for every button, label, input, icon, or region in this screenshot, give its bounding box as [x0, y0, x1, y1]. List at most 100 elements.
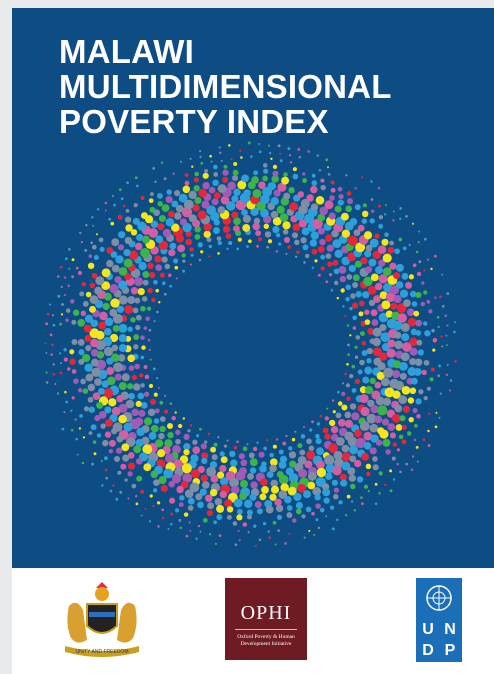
dot: [148, 432, 157, 440]
dot: [259, 464, 267, 473]
dot: [292, 173, 299, 180]
dot: [156, 501, 161, 505]
dot: [392, 390, 401, 399]
dot: [266, 471, 274, 479]
dot: [426, 299, 431, 304]
dot: [213, 164, 218, 170]
dot: [256, 508, 263, 515]
dot: [361, 502, 364, 505]
dot: [295, 501, 303, 510]
dot: [96, 401, 104, 409]
dot: [127, 462, 136, 470]
dot: [409, 337, 418, 347]
dot: [155, 235, 164, 244]
dot: [71, 339, 78, 345]
dot: [73, 378, 79, 384]
dot: [278, 490, 288, 499]
dot: [387, 339, 396, 348]
dot: [213, 442, 218, 447]
dot: [299, 449, 306, 456]
dot: [120, 197, 124, 201]
dot: [118, 280, 128, 290]
dot: [369, 218, 375, 224]
dot: [392, 210, 395, 213]
dot: [179, 495, 185, 501]
dot: [104, 418, 113, 427]
dot: [347, 235, 358, 246]
dot: [136, 427, 145, 437]
dot: [79, 291, 85, 297]
ophi-subtitle-line: Oxford Poverty & Human: [237, 634, 295, 640]
dot: [93, 452, 97, 456]
dot: [394, 331, 402, 339]
dot: [79, 414, 83, 418]
dot: [286, 512, 293, 519]
dot: [263, 168, 269, 174]
dot: [133, 203, 138, 208]
dot: [152, 479, 160, 487]
dot: [301, 514, 306, 519]
dot: [265, 505, 274, 514]
dot: [94, 378, 102, 386]
dot: [374, 233, 380, 239]
dot: [354, 187, 357, 190]
dot: [275, 504, 284, 513]
dot: [335, 412, 342, 419]
dot: [175, 204, 184, 213]
dot: [140, 196, 145, 200]
dot: [95, 233, 98, 236]
dot: [360, 320, 366, 327]
dot: [421, 281, 425, 285]
dot: [116, 435, 124, 443]
dot: [302, 425, 306, 429]
dot: [57, 294, 61, 298]
dot: [413, 310, 420, 317]
undp-letter: P: [444, 642, 456, 659]
dot: [208, 244, 213, 249]
dot: [159, 400, 164, 405]
dot: [361, 341, 366, 346]
dot: [117, 470, 122, 475]
dot: [325, 280, 329, 284]
dot: [363, 484, 369, 489]
dot: [158, 476, 167, 485]
dot: [258, 451, 265, 458]
dot: [172, 172, 175, 176]
dot: [389, 240, 395, 246]
dot: [293, 492, 302, 501]
dot: [199, 427, 202, 431]
dot: [242, 522, 248, 527]
dot: [355, 335, 361, 340]
dot: [192, 439, 198, 445]
dot: [84, 314, 94, 323]
dot: [142, 444, 153, 455]
dot: [416, 413, 421, 419]
dot: [287, 486, 297, 496]
dot: [357, 224, 365, 232]
dot: [126, 181, 129, 185]
dot: [154, 255, 162, 263]
dot: [339, 473, 347, 481]
dot: [253, 170, 259, 176]
dot: [185, 238, 193, 246]
dot: [370, 434, 379, 443]
dot: [345, 174, 348, 177]
dot: [333, 487, 340, 493]
dot: [166, 189, 172, 195]
dot: [99, 311, 108, 321]
dot: [336, 518, 339, 522]
dot: [237, 180, 247, 190]
dot: [349, 403, 357, 410]
dot: [246, 514, 252, 520]
dot: [203, 230, 211, 238]
dot: [249, 493, 257, 501]
dot: [140, 355, 145, 360]
dot: [188, 190, 197, 200]
dot: [217, 436, 220, 439]
dot: [392, 219, 395, 222]
dot: [109, 489, 113, 493]
dot: [93, 254, 99, 260]
dot: [195, 537, 198, 540]
dot: [348, 445, 359, 455]
dot: [90, 319, 99, 328]
